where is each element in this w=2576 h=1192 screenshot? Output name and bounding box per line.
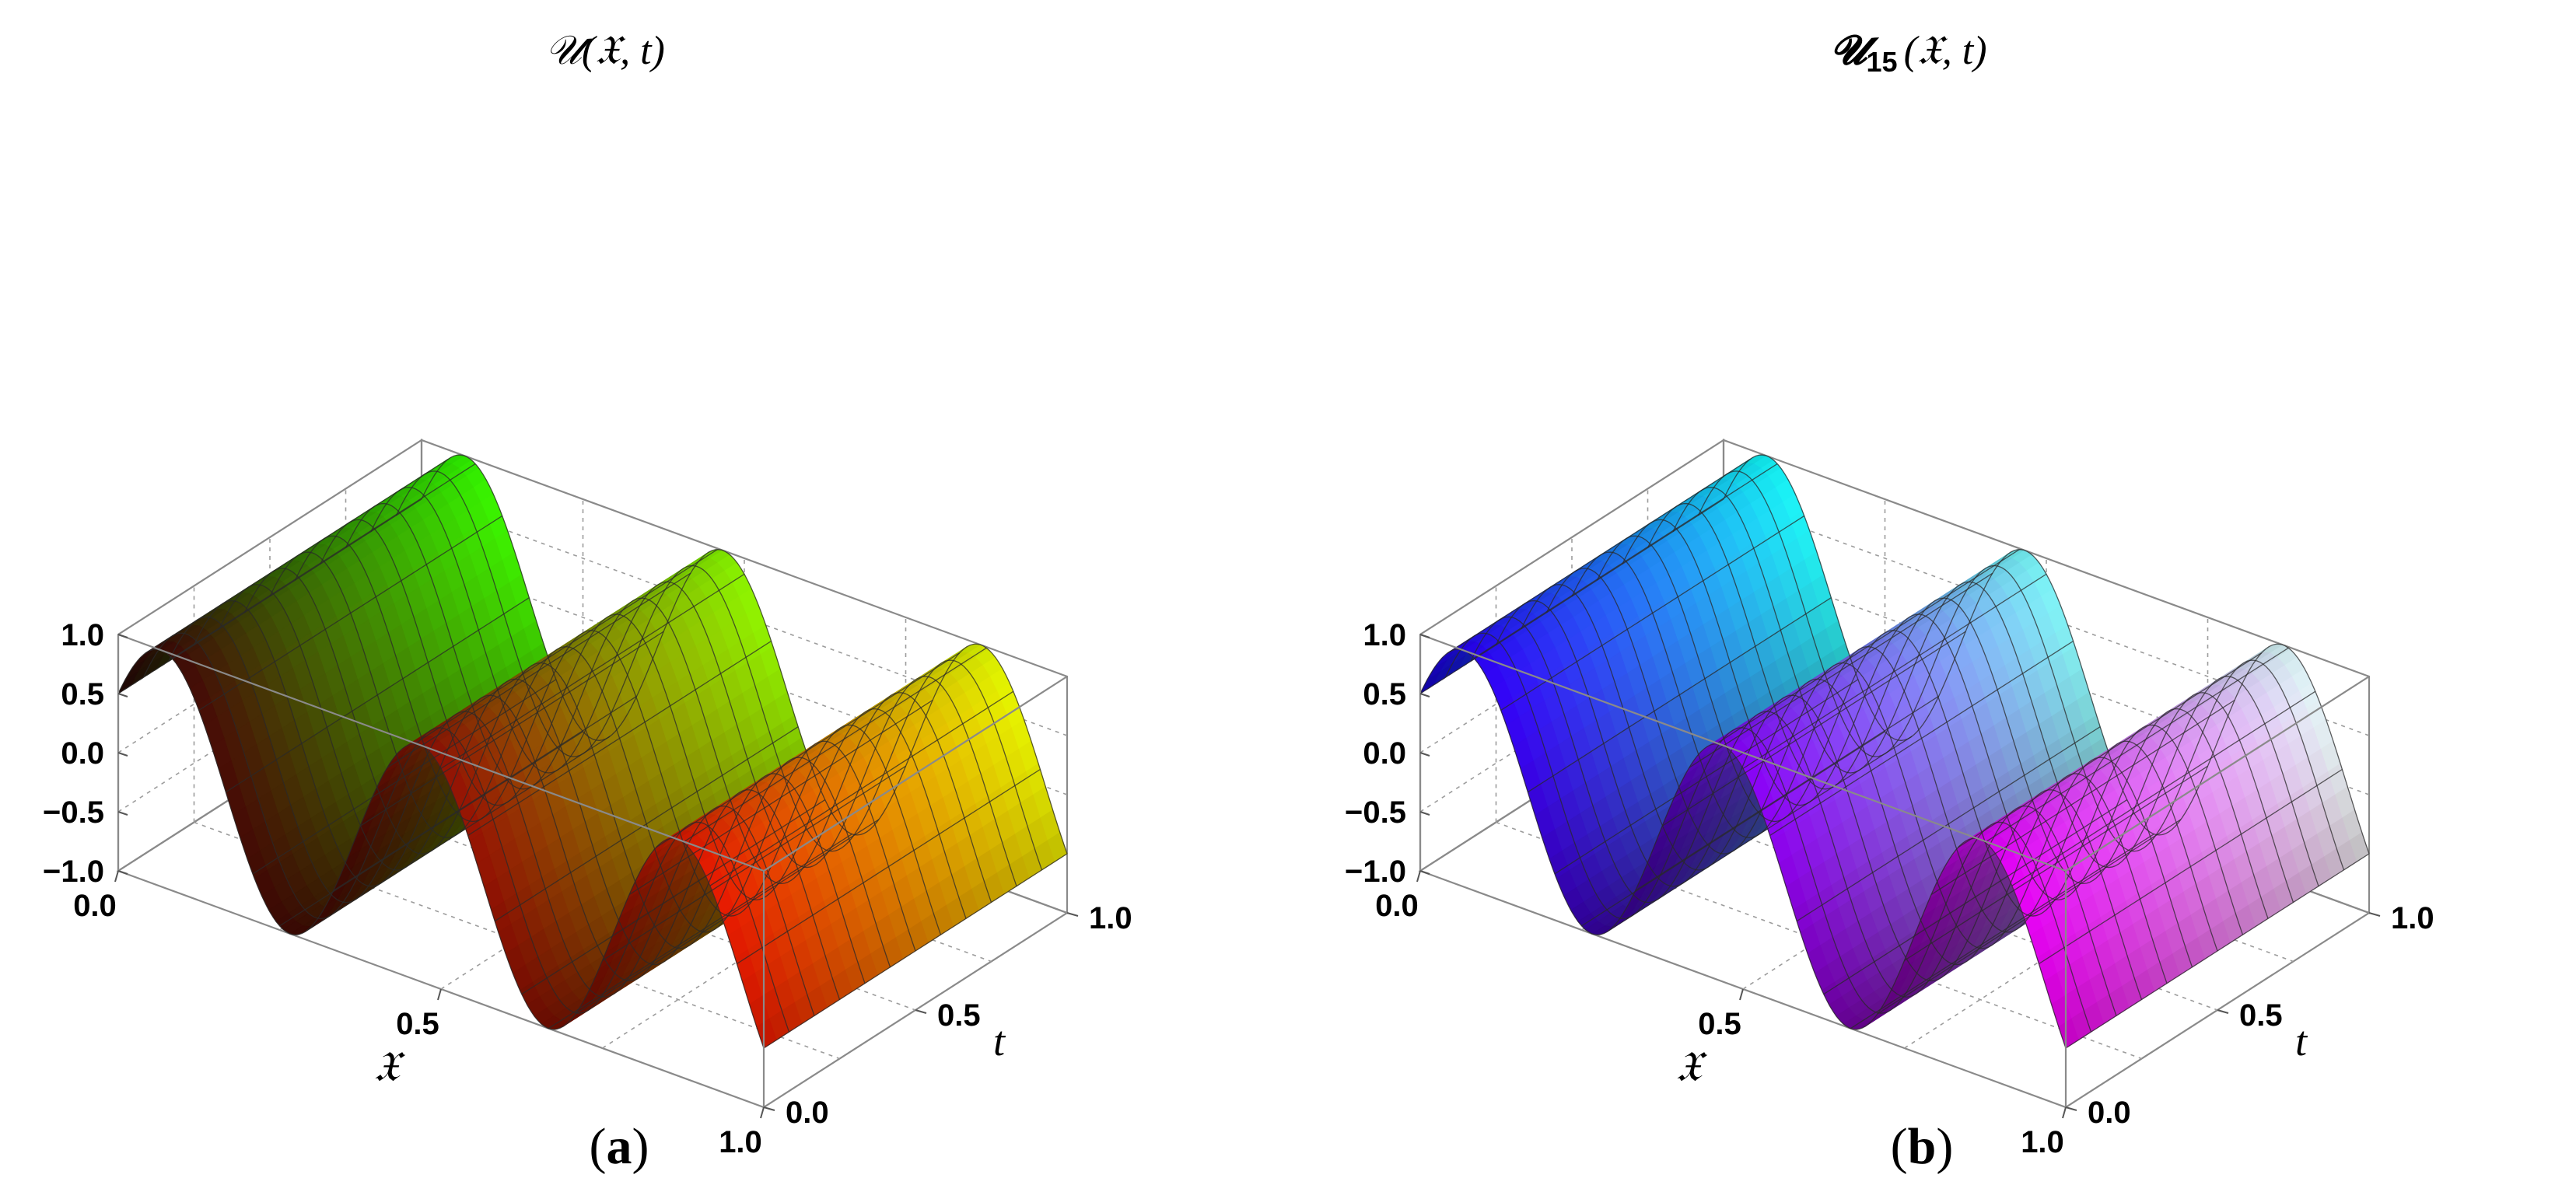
panel-b: 1.00.50.0−0.5−1.00.00.51.00.00.51.0𝔛t bbox=[1345, 438, 2434, 1159]
t-axis-label: t bbox=[2295, 1018, 2308, 1064]
panel-a: 1.00.50.0−0.5−1.00.00.51.00.00.51.0𝔛t bbox=[43, 438, 1132, 1159]
t-tick-label: 0.0 bbox=[2088, 1096, 2131, 1130]
caption-a: (a) bbox=[590, 1118, 649, 1175]
caption-b-letter: b bbox=[1908, 1118, 1937, 1175]
z-tick-label: 0.0 bbox=[61, 736, 104, 771]
mesh-line-x bbox=[168, 616, 815, 1016]
box-edge bbox=[117, 633, 765, 872]
mesh-line-x bbox=[269, 551, 916, 952]
panel-b-title-subscript: 15 bbox=[1867, 46, 1898, 78]
x-tick-label: 0.5 bbox=[1698, 1007, 1741, 1041]
x-tick-mark bbox=[114, 870, 119, 883]
t-tick-label: 1.0 bbox=[1089, 901, 1132, 935]
t-tick-mark bbox=[2368, 912, 2381, 917]
x-axis-label: 𝔛 bbox=[373, 1043, 405, 1090]
x-axis-label: 𝔛 bbox=[1675, 1043, 1707, 1090]
z-tick-label: −0.5 bbox=[43, 795, 104, 830]
mesh-line-x bbox=[421, 454, 1068, 855]
mesh-line-x bbox=[243, 568, 891, 968]
panel-b-title-args: (𝔛, t) bbox=[1904, 29, 1987, 73]
t-tick-label: 0.0 bbox=[786, 1096, 829, 1130]
z-tick-mark bbox=[117, 634, 128, 638]
caption-b: (b) bbox=[1891, 1118, 1954, 1175]
mesh-line-x bbox=[142, 632, 790, 1033]
mesh-line-x bbox=[320, 519, 967, 919]
z-tick-mark bbox=[117, 752, 128, 757]
z-tick-mark bbox=[1419, 811, 1430, 816]
z-tick-label: 1.0 bbox=[1363, 618, 1406, 652]
mesh-line-x bbox=[117, 648, 765, 1049]
z-tick-label: −1.0 bbox=[43, 855, 104, 889]
t-tick-mark bbox=[763, 1106, 775, 1111]
t-axis-label: t bbox=[993, 1018, 1006, 1064]
x-tick-mark bbox=[437, 988, 442, 1001]
panel-a-mesh bbox=[117, 454, 1068, 1049]
mesh-line-x bbox=[370, 487, 1017, 886]
x-tick-label: 1.0 bbox=[2021, 1125, 2064, 1159]
z-tick-label: −0.5 bbox=[1345, 795, 1406, 830]
mesh-line-x bbox=[395, 470, 1043, 871]
x-tick-mark bbox=[1416, 870, 1421, 883]
x-tick-label: 0.0 bbox=[1375, 889, 1419, 923]
caption-a-letter: a bbox=[607, 1118, 632, 1175]
t-tick-mark bbox=[2065, 1106, 2077, 1111]
panel-a-title: 𝒰(𝔛, t) bbox=[545, 29, 665, 73]
z-tick-mark bbox=[117, 693, 128, 697]
mesh-line-x bbox=[219, 584, 866, 984]
z-tick-label: 0.5 bbox=[1363, 677, 1406, 711]
panel-b-title: 𝓤15 (𝔛, t) bbox=[1830, 29, 1986, 78]
mesh-line-x bbox=[345, 502, 992, 903]
z-tick-mark bbox=[117, 870, 128, 875]
z-tick-label: 1.0 bbox=[61, 618, 104, 652]
z-tick-mark bbox=[1419, 693, 1430, 697]
mesh-line-x bbox=[294, 535, 942, 935]
x-tick-mark bbox=[1739, 988, 1744, 1001]
panel-a-box-front bbox=[117, 633, 1068, 1107]
t-tick-label: 0.5 bbox=[937, 998, 981, 1033]
x-tick-label: 0.5 bbox=[396, 1007, 439, 1041]
z-tick-label: 0.5 bbox=[61, 677, 104, 711]
z-tick-mark bbox=[117, 811, 128, 816]
z-tick-mark bbox=[1419, 752, 1430, 757]
t-tick-mark bbox=[915, 1009, 927, 1014]
mesh-line-x bbox=[193, 599, 841, 1000]
t-tick-mark bbox=[2217, 1009, 2229, 1014]
box-edge bbox=[763, 676, 1068, 872]
z-tick-label: −1.0 bbox=[1345, 855, 1406, 889]
z-tick-mark bbox=[1419, 870, 1430, 875]
z-tick-label: 0.0 bbox=[1363, 736, 1406, 771]
x-tick-label: 0.0 bbox=[73, 889, 117, 923]
t-tick-mark bbox=[1066, 912, 1079, 917]
x-tick-label: 1.0 bbox=[719, 1125, 762, 1159]
t-tick-label: 1.0 bbox=[2391, 901, 2434, 935]
z-tick-mark bbox=[1419, 634, 1430, 638]
x-tick-mark bbox=[760, 1106, 765, 1119]
x-tick-mark bbox=[2062, 1106, 2067, 1119]
t-tick-label: 0.5 bbox=[2239, 998, 2283, 1033]
